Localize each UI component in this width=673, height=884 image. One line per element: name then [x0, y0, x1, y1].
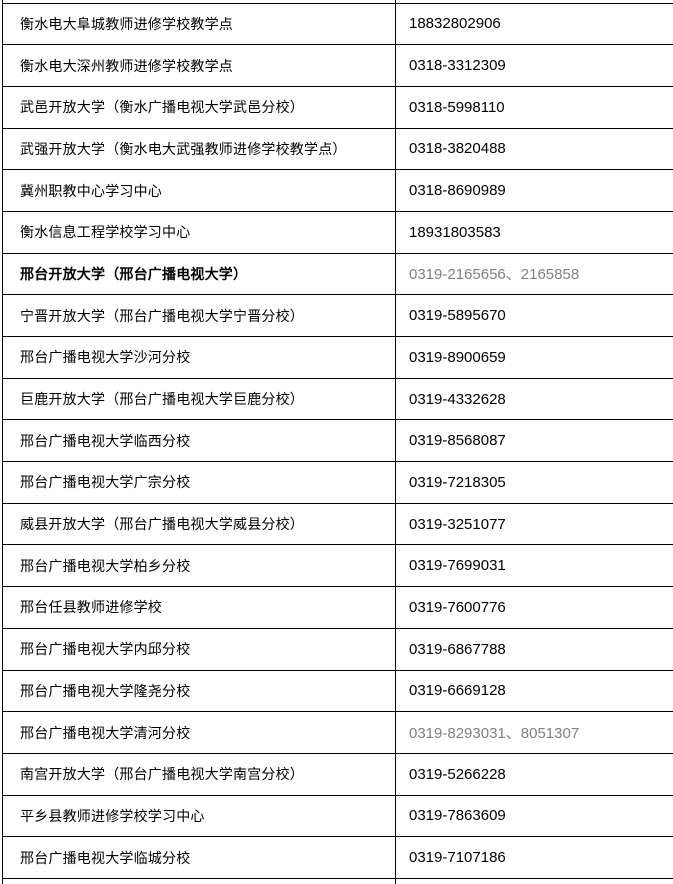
table-row: 邢台广播电视大学隆尧分校 0319-6669128: [2, 669, 673, 713]
phone-number-cell: 0319-3251077: [395, 502, 673, 546]
phone-number-cell: 0319-8900659: [395, 336, 673, 379]
school-name-cell: 邢台广播电视大学临西分校: [2, 419, 396, 463]
phone-number-cell: 0319-5266228: [395, 752, 673, 796]
phone-number-cell: 0319-7218305: [395, 461, 673, 504]
table-row: 宁晋开放大学（邢台广播电视大学宁晋分校） 0319-5895670: [2, 294, 673, 337]
table-row: 武邑开放大学（衡水广播电视大学武邑分校） 0318-5998110: [2, 85, 673, 129]
school-name-cell: 邢台广播电视大学广宗分校: [2, 461, 396, 504]
school-name-cell: 平乡县教师进修学校学习中心: [2, 794, 396, 838]
phone-number-cell: 0319-7863609: [395, 794, 673, 838]
table-row: 衡水电大深州教师进修学校教学点 0318-3312309: [2, 44, 673, 87]
table-row-partial: [2, 877, 673, 884]
table-row: 南宫开放大学（邢台广播电视大学南宫分校） 0319-5266228: [2, 752, 673, 796]
table-row: 衡水电大阜城教师进修学校教学点 18832802906: [2, 2, 673, 46]
school-name-cell: 邢台广播电视大学隆尧分校: [2, 669, 396, 713]
school-name-cell: 巨鹿开放大学（邢台广播电视大学巨鹿分校）: [2, 377, 396, 421]
phone-number-cell: 0319-8568087: [395, 419, 673, 463]
table-row: 邢台广播电视大学临城分校 0319-7107186: [2, 836, 673, 879]
phone-number-cell: 0318-3820488: [395, 127, 673, 171]
school-name-cell: [2, 877, 396, 884]
school-name-cell: 邢台广播电视大学内邱分校: [2, 627, 396, 671]
table-row: 邢台广播电视大学清河分校 0319-8293031、8051307: [2, 711, 673, 754]
school-name-cell: 宁晋开放大学（邢台广播电视大学宁晋分校）: [2, 294, 396, 337]
school-name-cell: 武邑开放大学（衡水广播电视大学武邑分校）: [2, 85, 396, 129]
phone-number-cell: 0319-7699031: [395, 544, 673, 588]
table-row: 邢台开放大学（邢台广播电视大学） 0319-2165656、2165858: [2, 252, 673, 296]
phone-number-cell: 0319-4332628: [395, 377, 673, 421]
phone-number-cell: 0319-5895670: [395, 294, 673, 337]
phone-number-cell: 0319-8293031、8051307: [395, 711, 673, 754]
school-name-cell: 邢台广播电视大学沙河分校: [2, 336, 396, 379]
table-row: 邢台广播电视大学广宗分校 0319-7218305: [2, 461, 673, 504]
school-name-cell: 邢台开放大学（邢台广播电视大学）: [2, 252, 396, 296]
school-name-cell: 武强开放大学（衡水电大武强教师进修学校教学点）: [2, 127, 396, 171]
school-name-cell: 邢台广播电视大学临城分校: [2, 836, 396, 879]
phone-number-cell: 0318-5998110: [395, 85, 673, 129]
phone-number-cell: 0318-3312309: [395, 44, 673, 87]
table-row: 邢台广播电视大学沙河分校 0319-8900659: [2, 336, 673, 379]
phone-number-cell: 0319-6867788: [395, 627, 673, 671]
school-name-cell: 衡水电大深州教师进修学校教学点: [2, 44, 396, 87]
school-name-cell: 邢台任县教师进修学校: [2, 586, 396, 629]
school-name-cell: 威县开放大学（邢台广播电视大学威县分校）: [2, 502, 396, 546]
phone-number-cell: 18931803583: [395, 210, 673, 254]
table-row: 邢台广播电视大学临西分校 0319-8568087: [2, 419, 673, 463]
table-row: 冀州职教中心学习中心 0318-8690989: [2, 169, 673, 212]
phone-number-cell: 0318-8690989: [395, 169, 673, 212]
school-name-cell: 邢台广播电视大学清河分校: [2, 711, 396, 754]
school-name-cell: 衡水信息工程学校学习中心: [2, 210, 396, 254]
table-row: 邢台广播电视大学柏乡分校 0319-7699031: [2, 544, 673, 588]
school-name-cell: 衡水电大阜城教师进修学校教学点: [2, 2, 396, 46]
phone-number-cell: 18832802906: [395, 2, 673, 46]
table-row: 邢台任县教师进修学校 0319-7600776: [2, 586, 673, 629]
phone-number-cell: 0319-7600776: [395, 586, 673, 629]
school-name-cell: 邢台广播电视大学柏乡分校: [2, 544, 396, 588]
table-row: 邢台广播电视大学内邱分校 0319-6867788: [2, 627, 673, 671]
table-row: 衡水信息工程学校学习中心 18931803583: [2, 210, 673, 254]
phone-number-cell: 0319-2165656、2165858: [395, 252, 673, 296]
phone-number-cell: 0319-6669128: [395, 669, 673, 713]
table-row: 平乡县教师进修学校学习中心 0319-7863609: [2, 794, 673, 838]
school-name-cell: 南宫开放大学（邢台广播电视大学南宫分校）: [2, 752, 396, 796]
table-row: 威县开放大学（邢台广播电视大学威县分校） 0319-3251077: [2, 502, 673, 546]
phone-number-cell: [395, 877, 673, 884]
table-row: 巨鹿开放大学（邢台广播电视大学巨鹿分校） 0319-4332628: [2, 377, 673, 421]
phone-number-cell: 0319-7107186: [395, 836, 673, 879]
school-name-cell: 冀州职教中心学习中心: [2, 169, 396, 212]
table-row: 武强开放大学（衡水电大武强教师进修学校教学点） 0318-3820488: [2, 127, 673, 171]
